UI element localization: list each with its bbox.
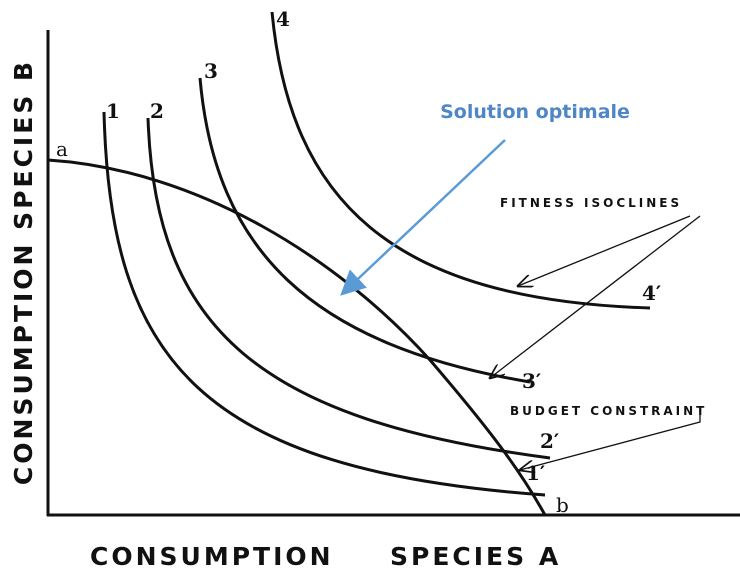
curve-label: 4	[276, 7, 290, 31]
curve-label: b	[556, 493, 569, 517]
x-axis-label: CONSUMPTION	[90, 542, 334, 571]
isocline-2	[146, 117, 551, 460]
isocline-3	[198, 77, 531, 384]
arrow	[490, 215, 701, 378]
arrow	[520, 415, 701, 470]
isocline-4	[270, 11, 651, 310]
arrow	[518, 215, 691, 286]
budget-constraint	[47, 158, 547, 516]
solution-arrow	[340, 139, 506, 296]
isocline-1	[102, 111, 546, 497]
curve-label: 1	[106, 99, 120, 123]
curve-label: 3	[204, 59, 218, 83]
curve-label: 3′	[522, 369, 541, 393]
curve-label: a	[56, 137, 68, 161]
fitness-annotation: FITNESS ISOCLINES	[500, 196, 682, 210]
curve-label: 4′	[642, 281, 661, 305]
x-axis-label: SPECIES A	[390, 542, 561, 571]
solution-annotation: Solution optimale	[440, 101, 630, 123]
budget-annotation: BUDGET CONSTRAINT	[510, 404, 707, 418]
y-axis-label: CONSUMPTION SPECIES B	[9, 59, 38, 485]
curve-label: 2′	[540, 429, 559, 453]
curve-label: 2	[150, 99, 164, 123]
